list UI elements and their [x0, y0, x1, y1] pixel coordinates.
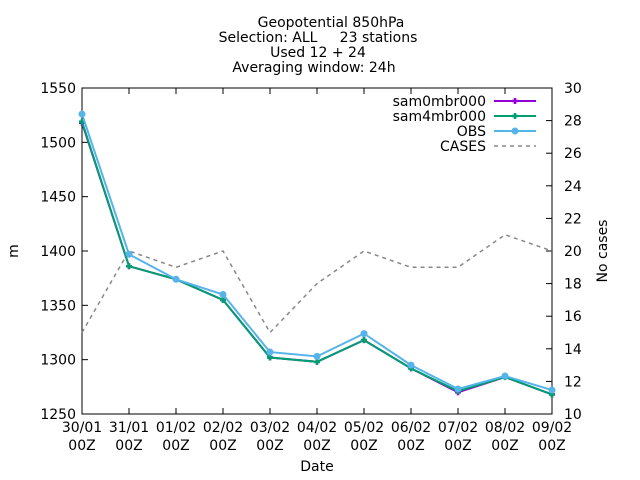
- series-obs: [78, 110, 556, 394]
- x-tick-label: 00Z: [444, 438, 471, 454]
- x-tick-label: 09/02: [532, 420, 572, 436]
- x-tick-label: 00Z: [256, 438, 283, 454]
- y2-axis-ticks: 10 12 14 16 18 20 22 24 26 28 30: [546, 81, 582, 423]
- y-tick-label: 1500: [40, 135, 76, 151]
- data-point: [361, 337, 367, 344]
- x-tick-label: 00Z: [209, 438, 236, 454]
- legend-entry: OBS: [457, 124, 536, 140]
- y2-axis-label: No cases: [595, 220, 611, 283]
- x-tick-label: 05/02: [344, 420, 384, 436]
- x-tick-label: 04/02: [297, 420, 337, 436]
- data-point: [125, 250, 133, 258]
- x-tick-label: 00Z: [350, 438, 377, 454]
- series-cases: [81, 233, 553, 334]
- data-point: [360, 330, 368, 338]
- y2-tick-label: 18: [564, 277, 582, 293]
- title-line: Selection: ALL 23 stations: [219, 30, 418, 46]
- x-tick-label: 00Z: [538, 438, 565, 454]
- x-tick-label: 00Z: [162, 438, 189, 454]
- y2-tick-label: 14: [564, 342, 582, 358]
- series-group: [78, 110, 556, 398]
- x-tick-label: 06/02: [391, 420, 431, 436]
- data-point: [126, 263, 132, 270]
- data-point: [266, 348, 274, 356]
- legend-label: OBS: [457, 124, 486, 140]
- legend-label: sam0mbr000: [393, 94, 486, 110]
- title-line: Geopotential 850hPa: [258, 15, 405, 31]
- y2-tick-label: 16: [564, 309, 582, 325]
- data-point: [454, 385, 462, 393]
- x-axis-ticks: 30/01 00Z 31/01 00Z 01/02 00Z 02/02 00Z 03/02 00Z…: [62, 88, 572, 454]
- y-tick-label: 1450: [40, 190, 76, 206]
- data-point: [512, 113, 518, 119]
- y2-tick-label: 28: [564, 114, 582, 130]
- data-point: [512, 98, 518, 104]
- chart-title: Geopotential 850hPa Selection: ALL 23 st…: [219, 15, 418, 76]
- x-tick-label: 03/02: [250, 420, 290, 436]
- y-tick-label: 1300: [40, 353, 76, 369]
- data-point: [172, 275, 180, 283]
- data-point: [407, 361, 415, 369]
- y2-tick-label: 12: [564, 374, 582, 390]
- x-tick-label: 30/01: [62, 420, 102, 436]
- series-line: [81, 233, 553, 334]
- legend-label: CASES: [440, 139, 486, 155]
- x-tick-label: 01/02: [156, 420, 196, 436]
- data-point: [78, 110, 86, 118]
- y2-tick-label: 10: [564, 407, 582, 423]
- x-tick-label: 08/02: [485, 420, 525, 436]
- y2-tick-label: 24: [564, 179, 582, 195]
- x-tick-label: 31/01: [109, 420, 149, 436]
- y2-tick-label: 20: [564, 244, 582, 260]
- title-line: Used 12 + 24: [270, 45, 366, 61]
- legend-label: sam4mbr000: [393, 109, 486, 125]
- y-tick-label: 1250: [40, 407, 76, 423]
- legend-entry: CASES: [440, 139, 536, 155]
- data-point: [313, 352, 321, 360]
- x-tick-label: 00Z: [491, 438, 518, 454]
- x-tick-label: 00Z: [68, 438, 95, 454]
- y2-tick-label: 30: [564, 81, 582, 97]
- data-point: [219, 290, 227, 298]
- x-tick-label: 02/02: [203, 420, 243, 436]
- y-tick-label: 1400: [40, 244, 76, 260]
- y-tick-label: 1550: [40, 81, 76, 97]
- legend-entry: sam4mbr000: [393, 109, 536, 125]
- y-axis-label: m: [6, 244, 22, 258]
- data-point: [501, 372, 509, 380]
- x-tick-label: 00Z: [397, 438, 424, 454]
- y2-tick-label: 26: [564, 146, 582, 162]
- data-point: [511, 127, 519, 135]
- data-point: [548, 386, 556, 394]
- x-tick-label: 07/02: [438, 420, 478, 436]
- x-tick-label: 00Z: [303, 438, 330, 454]
- legend-entry: sam0mbr000: [393, 94, 536, 110]
- y2-tick-label: 22: [564, 211, 582, 227]
- y-tick-label: 1350: [40, 298, 76, 314]
- series-line: [81, 113, 553, 392]
- title-line: Averaging window: 24h: [232, 60, 395, 76]
- x-tick-label: 00Z: [115, 438, 142, 454]
- y-axis-ticks: 1250 1300 1350 1400 1450 1500 1550: [40, 81, 88, 423]
- x-axis-label: Date: [300, 459, 333, 475]
